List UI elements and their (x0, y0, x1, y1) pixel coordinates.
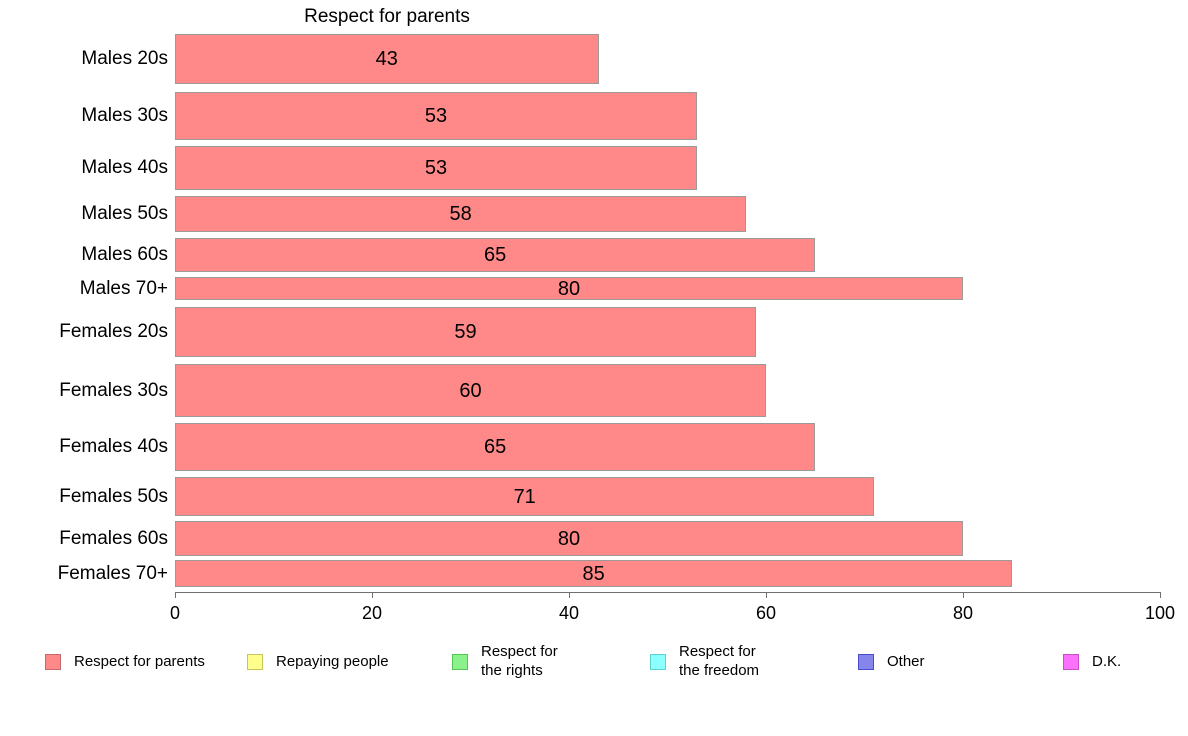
bar-value-label: 65 (484, 244, 507, 266)
legend-swatch (452, 654, 468, 670)
bar-value-label: 85 (582, 562, 605, 585)
category-label: Males 60s (81, 244, 168, 265)
legend-item: Respect for the freedom (650, 643, 760, 680)
legend-item: Respect for the rights (452, 643, 558, 680)
x-axis-tick-label: 100 (1144, 603, 1176, 623)
bar: 59 (175, 307, 757, 357)
bar-value-label: 71 (513, 485, 536, 508)
legend-label: Repaying people (276, 652, 389, 670)
bar-value-label: 80 (557, 527, 581, 550)
bar-value-label: 53 (424, 157, 448, 179)
bar-value-label: 43 (375, 48, 398, 70)
bar: 58 (175, 196, 747, 232)
x-axis-tick-label: 80 (952, 603, 974, 623)
x-axis-tick-mark (372, 592, 373, 598)
category-label: Females 40s (59, 436, 168, 457)
x-axis-tick-mark (766, 592, 767, 598)
category-label: Females 30s (59, 379, 168, 401)
legend-item: Repaying people (247, 644, 389, 680)
category-label: Males 50s (81, 203, 168, 224)
legend-label: Other (887, 652, 925, 670)
legend-label: Respect for the freedom (679, 643, 760, 679)
x-axis-tick-label: 60 (755, 603, 777, 623)
x-axis-tick-mark (175, 592, 176, 598)
legend-swatch (45, 654, 61, 670)
x-axis-tick-label: 40 (558, 603, 580, 623)
category-label: Females 50s (59, 485, 168, 507)
x-axis-tick-mark (963, 592, 964, 598)
bar: 53 (175, 146, 697, 190)
bar-value-label: 65 (484, 436, 507, 458)
bar: 53 (175, 92, 697, 140)
legend-label: Respect for the rights (481, 643, 558, 679)
bar-value-label: 80 (557, 277, 581, 300)
legend-swatch (650, 654, 666, 670)
bar: 80 (175, 521, 963, 556)
category-label: Males 40s (81, 157, 168, 178)
legend-item: D.K. (1063, 644, 1121, 680)
legend-swatch (1063, 654, 1079, 670)
legend-swatch (858, 654, 874, 670)
bar: 80 (175, 277, 963, 300)
bar-value-label: 58 (449, 203, 472, 225)
x-axis-tick-label: 0 (169, 603, 181, 623)
bar: 43 (175, 34, 599, 84)
x-axis-tick-mark (569, 592, 570, 598)
bar: 65 (175, 238, 816, 272)
bar-value-label: 59 (454, 321, 477, 343)
legend-label: Respect for parents (74, 652, 205, 670)
legend-label: D.K. (1092, 652, 1122, 670)
bar: 60 (175, 364, 766, 417)
category-label: Males 70+ (79, 277, 168, 299)
x-axis-line (175, 592, 1160, 593)
bar: 71 (175, 477, 875, 516)
category-label: Females 20s (59, 321, 168, 342)
legend-swatch (247, 654, 263, 670)
category-label: Females 60s (59, 527, 168, 549)
x-axis-tick-label: 20 (361, 603, 383, 623)
legend-item: Other (858, 644, 925, 680)
bar: 85 (175, 560, 1013, 587)
x-axis-tick-mark (1160, 592, 1161, 598)
category-label: Females 70+ (57, 562, 168, 584)
chart-title: Respect for parents (304, 6, 470, 27)
legend-item: Respect for parents (45, 644, 205, 680)
category-label: Males 20s (81, 48, 168, 69)
bar-value-label: 60 (459, 379, 482, 402)
bar: 65 (175, 423, 816, 471)
category-label: Males 30s (81, 105, 168, 126)
bar-value-label: 53 (424, 105, 448, 127)
